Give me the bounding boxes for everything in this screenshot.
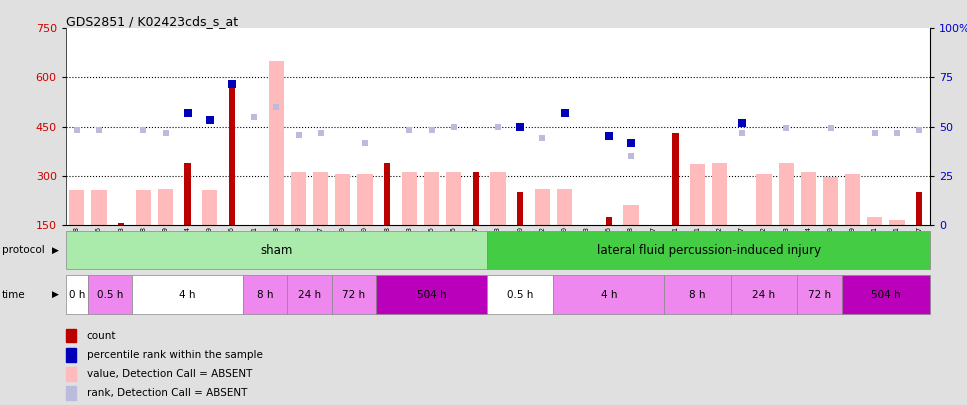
Bar: [672, 133, 679, 225]
Bar: [92, 190, 106, 225]
Text: 0 h: 0 h: [69, 290, 85, 300]
Bar: [202, 190, 218, 225]
Bar: [70, 190, 84, 225]
Bar: [664, 275, 731, 314]
Bar: [916, 192, 923, 225]
Bar: [118, 223, 125, 225]
Bar: [646, 225, 660, 234]
Bar: [287, 275, 332, 314]
Bar: [158, 189, 173, 225]
Bar: [376, 275, 487, 314]
Bar: [185, 162, 191, 225]
Bar: [845, 174, 861, 225]
Bar: [66, 386, 76, 400]
Bar: [690, 164, 705, 225]
Bar: [487, 275, 553, 314]
Bar: [336, 174, 350, 225]
Text: 24 h: 24 h: [298, 290, 321, 300]
Bar: [446, 173, 461, 225]
Bar: [487, 231, 930, 269]
Bar: [358, 174, 372, 225]
Bar: [797, 275, 841, 314]
Bar: [66, 367, 76, 381]
Bar: [756, 174, 772, 225]
Bar: [291, 173, 306, 225]
Bar: [424, 173, 439, 225]
Bar: [490, 173, 506, 225]
Text: count: count: [86, 330, 116, 341]
Text: 8 h: 8 h: [689, 290, 706, 300]
Bar: [66, 348, 76, 362]
Text: lateral fluid percussion-induced injury: lateral fluid percussion-induced injury: [597, 243, 821, 257]
Bar: [132, 275, 243, 314]
Bar: [867, 217, 882, 225]
Text: 504 h: 504 h: [417, 290, 447, 300]
Bar: [66, 328, 76, 343]
Bar: [66, 275, 88, 314]
Text: rank, Detection Call = ABSENT: rank, Detection Call = ABSENT: [86, 388, 247, 398]
Bar: [605, 217, 612, 225]
Text: sham: sham: [260, 243, 293, 257]
Text: time: time: [2, 290, 25, 300]
Text: 4 h: 4 h: [180, 290, 196, 300]
Bar: [823, 177, 838, 225]
Text: 72 h: 72 h: [807, 290, 831, 300]
Bar: [841, 275, 930, 314]
Bar: [243, 275, 287, 314]
Bar: [557, 189, 572, 225]
Bar: [516, 192, 523, 225]
Bar: [473, 173, 480, 225]
Bar: [801, 173, 816, 225]
Text: 0.5 h: 0.5 h: [97, 290, 123, 300]
Bar: [553, 275, 664, 314]
Bar: [269, 61, 284, 225]
Text: 504 h: 504 h: [871, 290, 900, 300]
Text: 24 h: 24 h: [752, 290, 776, 300]
Text: 0.5 h: 0.5 h: [507, 290, 534, 300]
Text: 4 h: 4 h: [601, 290, 617, 300]
Bar: [384, 162, 391, 225]
Bar: [778, 162, 794, 225]
Bar: [731, 275, 797, 314]
Bar: [890, 220, 904, 225]
Bar: [332, 275, 376, 314]
Text: 72 h: 72 h: [342, 290, 366, 300]
Text: protocol: protocol: [2, 245, 44, 255]
Bar: [88, 275, 132, 314]
Bar: [313, 173, 328, 225]
Text: GDS2851 / K02423cds_s_at: GDS2851 / K02423cds_s_at: [66, 15, 238, 28]
Bar: [66, 231, 487, 269]
Text: percentile rank within the sample: percentile rank within the sample: [86, 350, 262, 360]
Text: ▶: ▶: [52, 290, 59, 299]
Bar: [228, 81, 235, 225]
Bar: [402, 173, 417, 225]
Bar: [712, 162, 727, 225]
Text: 8 h: 8 h: [257, 290, 274, 300]
Bar: [135, 190, 151, 225]
Text: value, Detection Call = ABSENT: value, Detection Call = ABSENT: [86, 369, 251, 379]
Bar: [535, 189, 550, 225]
Bar: [624, 205, 638, 225]
Text: ▶: ▶: [52, 245, 59, 255]
